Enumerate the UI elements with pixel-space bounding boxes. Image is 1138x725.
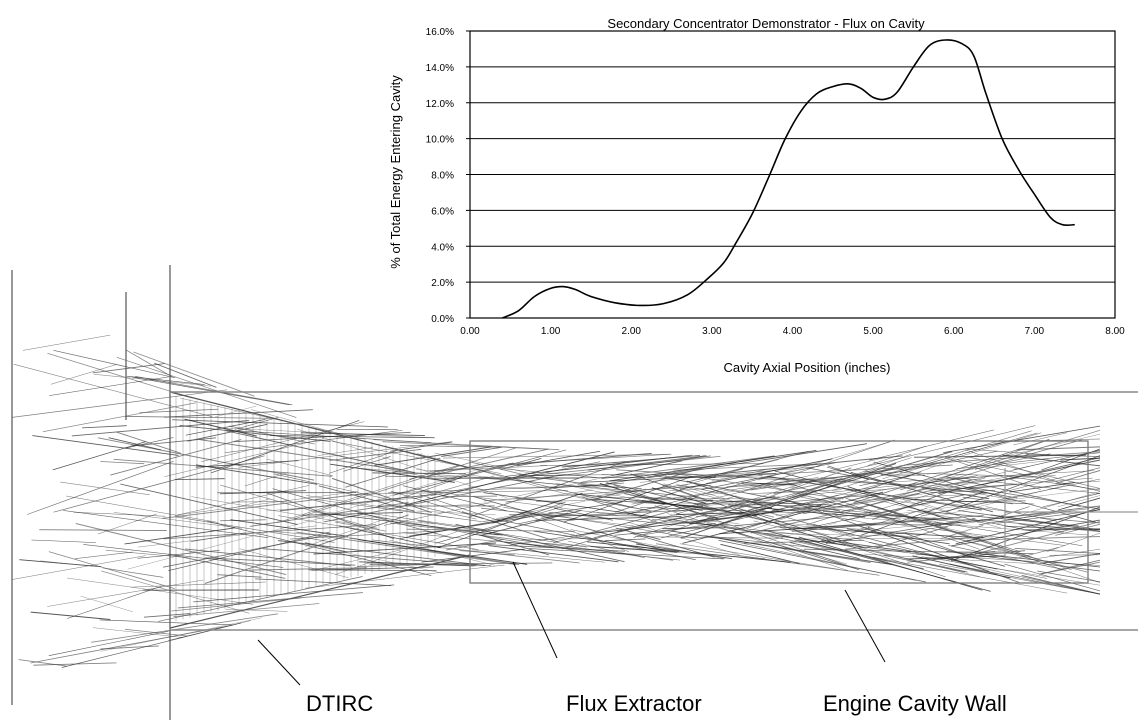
x-tick-labels: 0.00 1.00 2.00 3.00 4.00 5.00 6.00 7.00 8.00 [460,326,1125,337]
x-tick-label: 7.00 [1025,326,1045,337]
chart-title: Secondary Concentrator Demonstrator - Fl… [607,16,925,31]
y-tick-label: 0.0% [431,314,454,325]
dtirc-leader [257,639,301,686]
housing-outline [170,391,1138,631]
flux-chart: Secondary Concentrator Demonstrator - Fl… [388,16,1125,375]
y-axis-label: % of Total Energy Entering Cavity [388,75,403,269]
y-tick-label: 8.0% [431,171,454,182]
y-tick-label: 16.0% [426,27,454,38]
chart-gridlines [470,66,1115,283]
dtirc-label: DTIRC [306,691,373,716]
engine-cavity-wall-label: Engine Cavity Wall [823,691,1007,716]
dtirc-bottom-wall [169,554,471,629]
y-tick-label: 10.0% [426,135,454,146]
x-tick-label: 4.00 [783,326,803,337]
y-tick-labels: 0.0% 2.0% 4.0% 6.0% 8.0% 10.0% 12.0% 14.0% 16.0% [426,27,470,325]
x-tick-label: 3.00 [702,326,722,337]
x-tick-label: 2.00 [622,326,642,337]
ray-trace-diagram: DTIRC Flux Extractor Engine Cavity Wall [11,265,1138,720]
engine-cavity-box [469,440,1138,584]
x-axis-label: Cavity Axial Position (inches) [724,360,891,375]
dtirc-top-wall [169,391,471,469]
x-tick-label: 5.00 [863,326,883,337]
y-tick-label: 12.0% [426,99,454,110]
x-tick-label: 0.00 [460,326,480,337]
y-tick-label: 4.0% [431,242,454,253]
y-tick-label: 2.0% [431,278,454,289]
leader-lines [257,561,886,686]
ray-bundle [12,334,1101,668]
engine-cavity-wall-leader [844,589,886,663]
flux-extractor-leader [512,561,558,659]
flux-extractor-label: Flux Extractor [566,691,702,716]
y-tick-label: 6.0% [431,206,454,217]
dtirc-outline [11,265,471,720]
x-tick-label: 6.00 [944,326,964,337]
x-tick-label: 8.00 [1105,326,1125,337]
flux-series-line [501,39,1075,319]
x-tick-label: 1.00 [541,326,561,337]
y-tick-label: 14.0% [426,63,454,74]
